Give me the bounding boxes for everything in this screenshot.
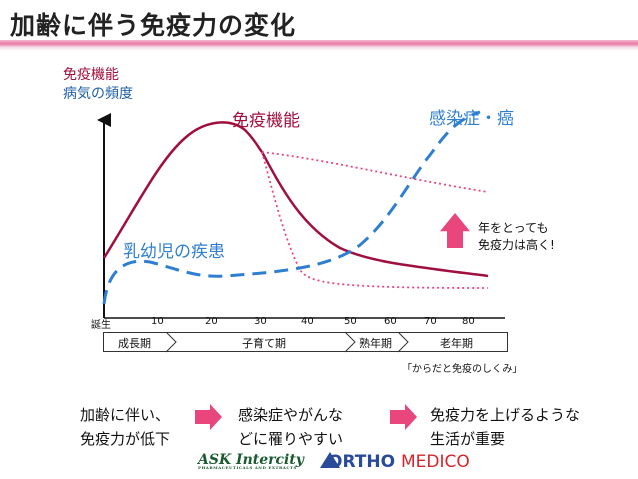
infection-cancer-label: 感染症・癌: [429, 109, 514, 129]
x-tick-label: 70: [424, 316, 437, 327]
ortho-logo-mark: [320, 452, 340, 468]
x-tick-label: 50: [344, 316, 357, 327]
y-axis-label-immune: 免疫機能: [63, 67, 119, 83]
ortho-medico-logo: ORTHO MEDICO: [328, 452, 470, 472]
y-axis-label-disease: 病気の頻度: [63, 86, 133, 102]
immune-function-curve: [102, 121, 489, 278]
step-arrow-1: [195, 404, 222, 430]
immune-function-label: 免疫機能: [232, 111, 300, 131]
stage-old-age: 老年期: [440, 337, 473, 350]
x-tick-label: 40: [301, 316, 314, 327]
step-1: 加齢に伴い、 免疫力が低下: [80, 403, 170, 451]
ask-intercity-logo-subtext: PHARMACEUTICALS AND EXTRACTS: [198, 465, 297, 470]
title-underline-shadow: [0, 47, 638, 51]
infant-disease-label: 乳幼児の疾患: [123, 242, 225, 262]
infection-cancer-curve: [102, 110, 481, 305]
step-2-line2: どに罹りやすい: [238, 430, 344, 448]
life-stage-bar: [103, 332, 508, 352]
stage-child-rearing: 子育て期: [242, 337, 286, 350]
immune-upper-dotted-curve: [261, 151, 489, 193]
step-3-line2: 生活が重要: [430, 430, 506, 448]
aging-note-line2: 免疫力は高く!: [478, 238, 555, 252]
medico-logo-text: MEDICO: [400, 452, 470, 472]
stage-mature: 熟年期: [359, 337, 392, 350]
title-underline: [0, 40, 638, 47]
step-arrow-2: [390, 404, 417, 430]
rising-arrow: [440, 213, 470, 248]
step-3: 免疫力を上げるような 生活が重要: [430, 403, 580, 451]
ortho-logo-text: ORTHO: [328, 452, 396, 472]
y-axis-label: 免疫機能 病気の頻度: [63, 66, 133, 104]
x-tick-label: 30: [254, 316, 267, 327]
ask-intercity-logo: ASK Intercity PHARMACEUTICALS AND EXTRAC…: [198, 452, 304, 470]
x-tick-label: 誕生: [91, 320, 111, 331]
step-2-line1: 感染症やがんな: [238, 406, 344, 424]
ask-intercity-logo-text: ASK Intercity: [198, 452, 304, 468]
aging-note-line1: 年をとっても: [478, 221, 549, 235]
source-citation: 「からだと免疫のしくみ」: [402, 364, 523, 375]
step-1-line1: 加齢に伴い、: [80, 406, 171, 424]
step-3-line1: 免疫力を上げるような: [430, 406, 581, 424]
immune-lower-dotted-curve: [261, 151, 489, 289]
step-1-line2: 免疫力が低下: [80, 430, 171, 448]
aging-note: 年をとっても 免疫力は高く!: [478, 220, 555, 254]
x-tick-label: 10: [151, 316, 164, 327]
x-tick-label: 20: [205, 316, 218, 327]
x-tick-label: 80: [462, 316, 475, 327]
page-title: 加齢に伴う免疫力の変化: [10, 11, 297, 40]
step-2: 感染症やがんな どに罹りやすい: [238, 403, 343, 451]
stage-growth: 成長期: [118, 337, 151, 350]
x-tick-label: 60: [384, 316, 397, 327]
